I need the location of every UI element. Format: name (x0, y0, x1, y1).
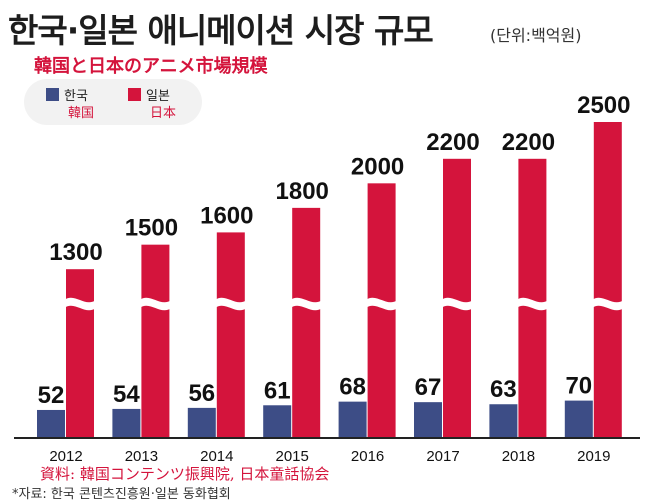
value-label-korea-2015: 61 (264, 377, 291, 404)
axis-break-2014 (214, 297, 247, 311)
bar-korea-2016 (338, 401, 367, 437)
bar-japan-2014 (216, 232, 245, 437)
value-label-japan-2013: 1500 (125, 215, 178, 242)
axis-break-2012 (64, 297, 96, 311)
axis-break-2016 (365, 297, 398, 311)
bar-japan-2019 (593, 122, 622, 437)
bar-korea-2019 (564, 400, 593, 437)
bar-japan-2015 (292, 207, 321, 437)
bar-korea-2017 (414, 402, 442, 437)
value-label-japan-2015: 1800 (276, 178, 329, 205)
chart-title: 한국·일본 애니메이션 시장 규모 (8, 11, 434, 50)
source-note-jp: 資料: 韓国コンテンツ振興院, 日本童話協会 (40, 465, 330, 483)
x-tick-label-2018: 2018 (502, 448, 535, 465)
bar-korea-2012 (37, 409, 65, 437)
x-tick-label-2012: 2012 (49, 448, 82, 465)
japanese-subtitle: 韓国と日本のアニメ市場規模 (34, 56, 268, 77)
axis-break-2018 (516, 297, 549, 311)
bar-japan-2013 (141, 244, 170, 437)
axis-break-2019 (591, 297, 624, 311)
x-tick-label-2014: 2014 (200, 448, 233, 465)
bar-korea-2013 (112, 408, 141, 437)
value-label-korea-2012: 52 (38, 382, 65, 409)
legend-swatch-japan (128, 88, 141, 101)
legend-label-japan: 일본 (146, 89, 170, 104)
legend-label-japan-jp: 日本 (150, 106, 177, 121)
legend: 한국 韓国 일본 日本 (24, 79, 202, 125)
x-tick-label-2017: 2017 (426, 448, 459, 465)
unit-label: (단위:백억원) (490, 26, 582, 45)
bar-korea-2018 (489, 404, 518, 437)
legend-label-korea: 한국 (64, 89, 88, 104)
value-label-korea-2016: 68 (339, 374, 366, 401)
value-label-japan-2017: 2200 (426, 129, 479, 156)
value-label-japan-2014: 1600 (200, 202, 253, 229)
x-tick-label-2016: 2016 (351, 448, 384, 465)
bar-japan-2012 (66, 269, 94, 437)
x-tick-label-2019: 2019 (577, 448, 610, 465)
value-label-korea-2014: 56 (188, 380, 215, 407)
bar-korea-2015 (263, 405, 292, 437)
axis-break-2015 (290, 297, 323, 311)
value-label-korea-2017: 67 (415, 374, 442, 401)
value-label-korea-2013: 54 (113, 381, 140, 408)
value-label-japan-2012: 1300 (49, 239, 102, 266)
source-note: *자료: 한국 콘텐츠진흥원·일본 동화협회 (12, 487, 231, 502)
axis-break-2017 (441, 297, 473, 311)
value-label-japan-2016: 2000 (351, 153, 404, 180)
legend-label-korea-jp: 韓国 (68, 106, 95, 121)
value-label-korea-2018: 63 (490, 376, 517, 403)
axis-break-2013 (139, 297, 172, 311)
value-label-korea-2019: 70 (565, 373, 592, 400)
bar-korea-2014 (187, 407, 216, 437)
x-tick-label-2013: 2013 (125, 448, 158, 465)
value-label-japan-2018: 2200 (502, 129, 555, 156)
x-tick-label-2015: 2015 (276, 448, 309, 465)
legend-swatch-korea (46, 88, 59, 101)
value-label-japan-2019: 2500 (577, 92, 630, 119)
